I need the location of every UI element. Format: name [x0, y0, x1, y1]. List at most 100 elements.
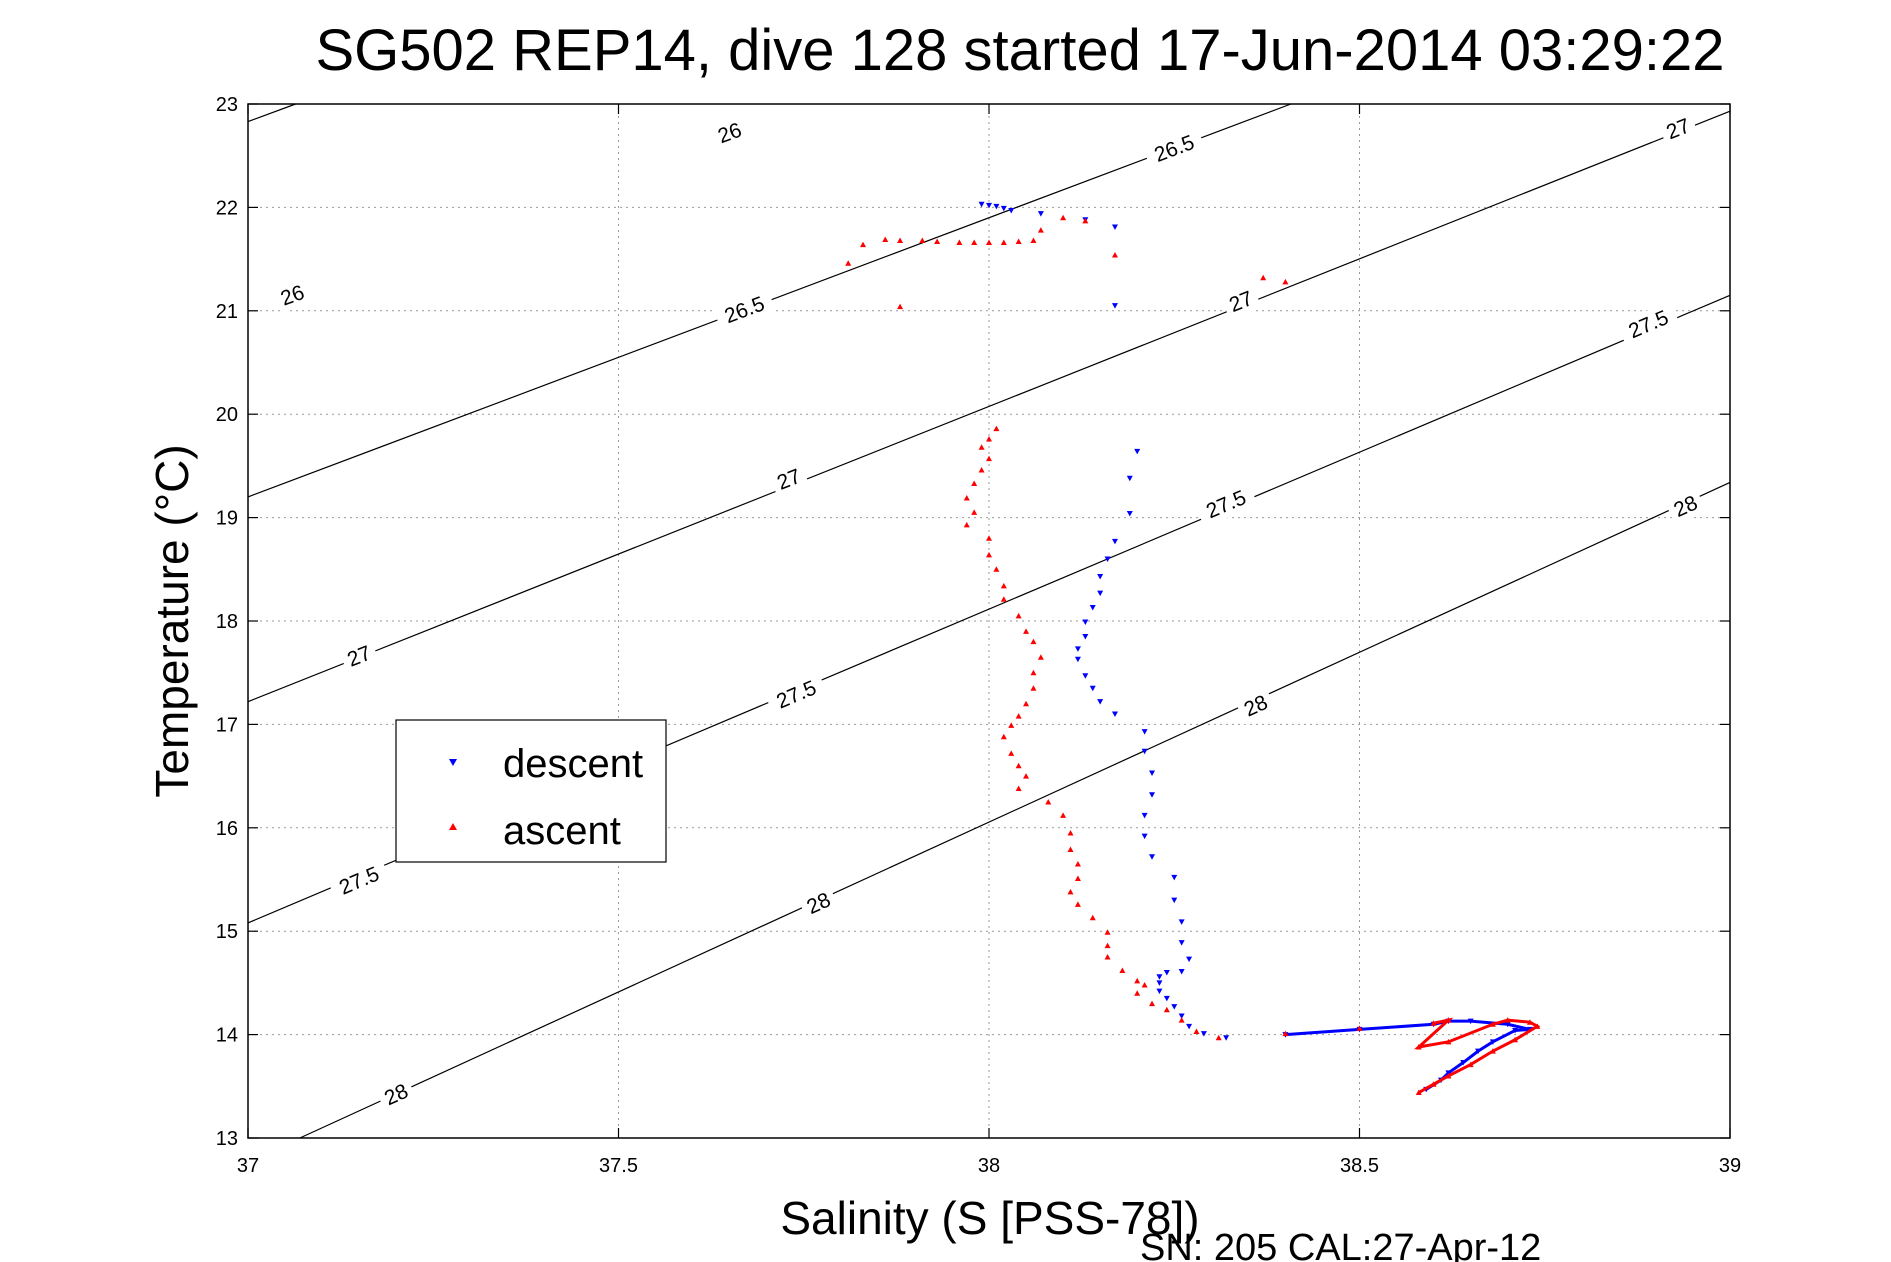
ascent-point — [1356, 1025, 1363, 1031]
descent-point — [1178, 969, 1185, 975]
descent-point — [1111, 711, 1118, 718]
descent-point — [1111, 303, 1118, 309]
legend-ascent-label: ascent — [503, 809, 621, 853]
ascent-point — [1023, 700, 1030, 707]
descent-point — [1178, 919, 1185, 925]
contour-label-gap — [375, 1075, 418, 1114]
y-tick-label: 15 — [216, 921, 238, 943]
ascent-point — [934, 238, 941, 245]
descent-point — [1141, 748, 1148, 755]
descent-point — [1149, 792, 1156, 798]
descent-point — [1171, 874, 1178, 881]
ascent-point — [1074, 875, 1081, 881]
legend-box — [395, 719, 667, 863]
descent-point — [1200, 1031, 1207, 1037]
descent-point — [1141, 812, 1148, 819]
descent-point — [1141, 833, 1148, 840]
y-tick-label: 17 — [216, 714, 238, 736]
descent-point — [1156, 980, 1163, 986]
descent-point — [1008, 208, 1015, 214]
ascent-point — [1015, 713, 1022, 719]
ascent-point — [963, 494, 970, 501]
y-tick-label: 20 — [216, 404, 238, 426]
descent-point — [1082, 634, 1089, 640]
ascent-point — [1060, 214, 1067, 221]
ascent-point — [1015, 612, 1022, 619]
descent-point — [1097, 574, 1104, 580]
descent-point — [1111, 224, 1118, 231]
ascent-point — [1008, 750, 1015, 756]
ascent-point — [1067, 888, 1074, 895]
x-axis-ticks: 37 37.5 38 38.5 39 — [237, 104, 1741, 1177]
descent-point — [1178, 1013, 1185, 1019]
ascent-point — [986, 436, 992, 442]
ascent-point — [1111, 251, 1118, 258]
ascent-point — [1067, 829, 1074, 836]
contour-label-gap — [338, 637, 380, 675]
x-axis-label: Salinity (S [PSS-78]) — [780, 1192, 1199, 1244]
ascent-point — [993, 425, 1000, 432]
ascent-point — [1074, 860, 1081, 867]
x-tick-label: 39 — [1719, 1155, 1741, 1177]
ascent-point — [1134, 990, 1141, 996]
x-tick-label: 37.5 — [599, 1155, 638, 1177]
ascent-point — [1030, 669, 1037, 676]
descent-point — [1074, 656, 1081, 663]
descent-point — [1163, 970, 1170, 976]
ascent-point — [1037, 227, 1044, 233]
descent-point — [1156, 988, 1163, 995]
descent-point — [1037, 211, 1044, 217]
contour-label-gap — [1234, 686, 1277, 725]
descent-point — [1141, 729, 1148, 735]
descent-point — [1149, 854, 1156, 860]
ascent-series — [845, 214, 1541, 1096]
y-tick-label: 19 — [216, 508, 238, 530]
ascent-point — [1030, 685, 1037, 691]
ascent-point — [1060, 812, 1067, 818]
ascent-point — [963, 521, 970, 528]
x-tick-label: 38 — [978, 1155, 1000, 1177]
descent-point — [1156, 974, 1163, 980]
ascent-point — [1089, 914, 1096, 921]
ascent-point — [993, 566, 1000, 572]
contour-label-gap — [764, 671, 829, 718]
ascent-point — [1000, 239, 1007, 246]
ascent-point — [1000, 582, 1007, 589]
ascent-point — [1015, 762, 1022, 769]
descent-point — [1171, 1004, 1178, 1010]
legend: descent ascent — [395, 719, 667, 863]
ascent-point — [1282, 278, 1289, 285]
descent-point — [1082, 619, 1089, 626]
descent-point — [1074, 646, 1081, 652]
descent-point — [1126, 475, 1133, 482]
descent-point — [1186, 1023, 1193, 1030]
x-tick-label: 37 — [237, 1155, 259, 1177]
legend-descent-marker — [449, 759, 457, 766]
ascent-point — [1215, 1034, 1222, 1041]
descent-point — [978, 201, 985, 208]
ascent-point — [1104, 929, 1111, 935]
y-tick-label: 14 — [216, 1025, 238, 1047]
contour-label-gap — [1142, 126, 1206, 171]
descent-point — [1111, 538, 1118, 545]
ascent-point — [986, 239, 992, 246]
contour-label-gap — [712, 287, 777, 333]
descent-point — [1171, 897, 1178, 904]
contour-label-gap — [327, 857, 391, 904]
descent-point — [1097, 699, 1104, 705]
ascent-point — [971, 239, 978, 246]
ascent-point — [971, 480, 978, 486]
ascent-point — [1023, 628, 1030, 634]
ascent-point — [1067, 846, 1074, 853]
y-tick-label: 16 — [216, 818, 238, 840]
ascent-point — [971, 509, 978, 515]
contour-label-gap — [1657, 110, 1699, 148]
contour-label-gap — [1220, 283, 1262, 320]
ascent-point — [1030, 237, 1037, 243]
descent-point — [1186, 956, 1193, 963]
ascent-point — [986, 535, 992, 541]
ascent-point — [1141, 981, 1148, 988]
ascent-point — [845, 260, 852, 266]
ascent-point — [882, 236, 889, 242]
